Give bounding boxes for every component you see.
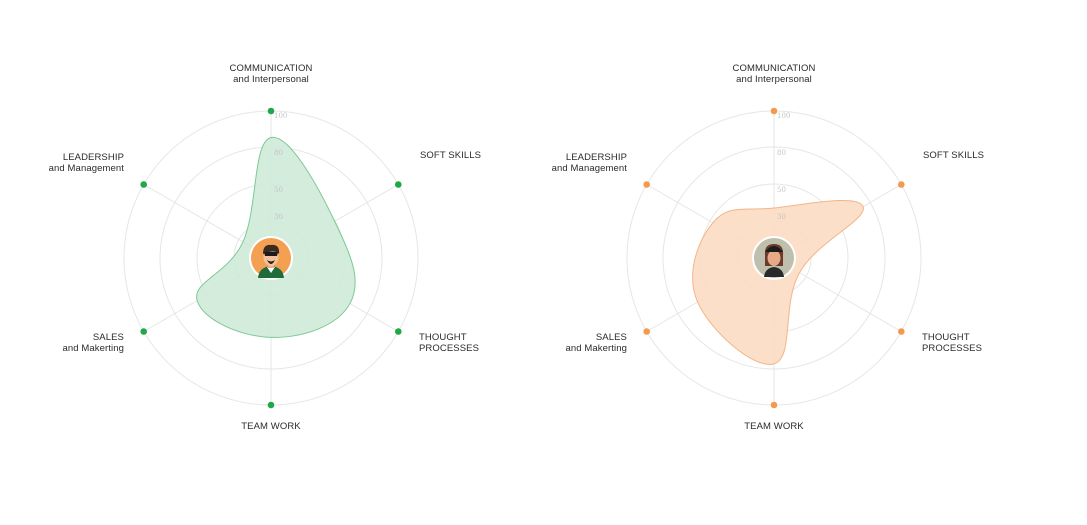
tick-label: 100 [274,112,287,120]
axis-label: TEAM WORK [744,421,804,432]
axis-label-line1: TEAM WORK [241,421,301,432]
axis-end-dot [770,107,778,115]
man-beard [267,260,275,264]
axis-label-line2: PROCESSES [922,343,982,354]
axis-end-dot [140,181,147,188]
axis-label-line1: COMMUNICATION [230,63,313,74]
woman-avatar-icon [752,236,796,280]
man-glasses [264,252,278,256]
tick-label: 50 [777,186,786,194]
axis-label-line2: and Makerting [62,343,124,354]
woman-hat [765,246,783,252]
man-collar [267,267,275,273]
axis-end-dot [395,181,402,188]
axis-label: LEADERSHIP and Management [49,152,125,174]
axis-label: SOFT SKILLS [420,150,481,161]
axis-label-line1: TEAM WORK [744,421,804,432]
axis-label-line2: and Interpersonal [736,74,812,85]
axis-label-line2: and Management [552,163,628,174]
man-hair [263,244,280,254]
man-avatar-icon [249,236,293,280]
woman-top [764,267,784,277]
axis-label: SALES and Makerting [62,332,124,354]
axis-end-dot [267,107,275,115]
axis-label-line1: SALES [596,332,627,343]
axis-end-dot [898,328,905,335]
data-area [692,200,864,365]
axis-end-dot [267,401,275,409]
axis-label-line2: and Interpersonal [233,74,309,85]
axis-label-line1: SALES [93,332,124,343]
axis-label: SOFT SKILLS [923,150,984,161]
axis-end-dot [395,328,402,335]
axis-label: SALES and Makerting [565,332,627,354]
tick-label: 30 [777,213,786,221]
axis-label: COMMUNICATION and Interpersonal [230,63,313,85]
axis-label-line1: LEADERSHIP [566,152,627,163]
radar-chart-1: 30 50 80 100 COMMUNICATION and Interpersonal S… [49,63,481,432]
axis-label-line2: and Makerting [565,343,627,354]
axis-end-dot [643,328,650,335]
axis-label-line2: and Management [49,163,125,174]
axis-end-dot [770,401,778,409]
tick-label: 30 [274,213,283,221]
tick-label: 100 [777,112,790,120]
axis-label-line1: COMMUNICATION [733,63,816,74]
axis-end-dot [898,181,905,188]
radar-chart-2: 30 50 80 100 COMMUNICATION and Interpersonal S… [552,63,984,432]
axis-label: THOUGHT PROCESSES [419,332,479,354]
axis-label-line1: LEADERSHIP [63,152,124,163]
axis-end-dot [643,181,650,188]
tick-label: 80 [274,149,283,157]
tick-label: 50 [274,186,283,194]
axis-label: TEAM WORK [241,421,301,432]
axis-label-line1: THOUGHT [419,332,467,343]
axis-label-line1: SOFT SKILLS [923,150,984,161]
axis-label: COMMUNICATION and Interpersonal [733,63,816,85]
axis-label-line2: PROCESSES [419,343,479,354]
axis-label-line1: SOFT SKILLS [420,150,481,161]
tick-label: 80 [777,149,786,157]
axis-label: LEADERSHIP and Management [552,152,628,174]
axis-end-dot [140,328,147,335]
axis-label-line1: THOUGHT [922,332,970,343]
axis-label: THOUGHT PROCESSES [922,332,982,354]
woman-face [767,250,781,266]
